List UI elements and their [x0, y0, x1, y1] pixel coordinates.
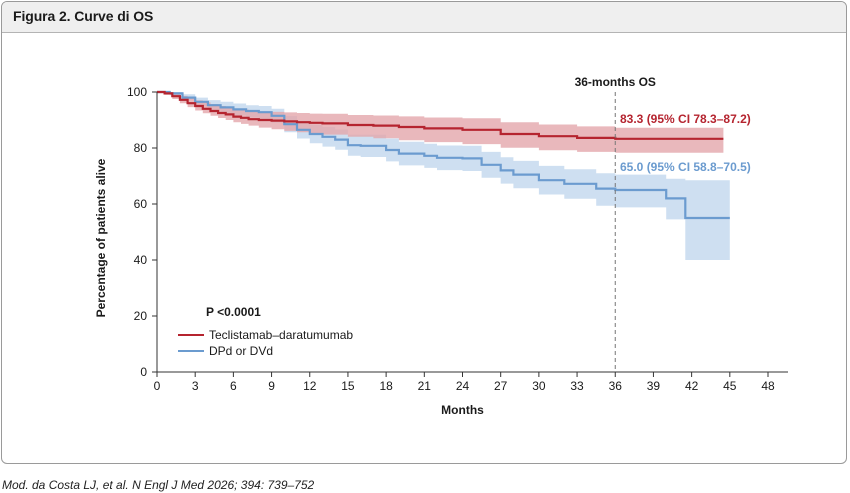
x-axis-label: Months [441, 403, 484, 417]
x-tick-label: 27 [494, 379, 508, 393]
x-tick-label: 21 [418, 379, 432, 393]
x-tick-label: 12 [303, 379, 317, 393]
chart-axes [156, 92, 788, 373]
y-tick-label: 20 [134, 309, 148, 323]
x-tick-label: 3 [192, 379, 199, 393]
figure-title: Figura 2. Curve di OS [2, 2, 846, 33]
x-tick-label: 39 [647, 379, 661, 393]
chart-legend: Teclistamab–daratumumab DPd or DVd [178, 328, 353, 358]
x-tick-label: 45 [723, 379, 737, 393]
x-tick-label: 18 [379, 379, 393, 393]
series-annotation-dpd-dvd: 65.0 (95% CI 58.8–70.5) [620, 160, 751, 174]
x-tick-label: 9 [268, 379, 275, 393]
x-tick-label: 36 [609, 379, 623, 393]
survival-curve-teclistamab [157, 90, 724, 140]
y-ticks: 0 20 40 60 80 100 [127, 85, 157, 379]
ci-band-dpd-dvd [157, 92, 730, 260]
legend-label-dpd-dvd: DPd or DVd [209, 344, 273, 358]
figure-caption: Mod. da Costa LJ, et al. N Engl J Med 20… [2, 478, 315, 492]
legend-label-teclistamab: Teclistamab–daratumumab [209, 328, 353, 342]
y-tick-label: 80 [134, 141, 148, 155]
x-tick-label: 24 [456, 379, 470, 393]
y-tick-label: 60 [134, 197, 148, 211]
survival-curves [157, 90, 730, 220]
reference-line-label: 36-months OS [575, 75, 656, 89]
os-chart: 0 3 6 9 12 15 18 21 24 27 30 33 36 39 42 45 48 020406080… [94, 75, 788, 417]
x-tick-label: 42 [685, 379, 699, 393]
x-tick-label: 15 [341, 379, 355, 393]
y-tick-label: 0 [140, 365, 147, 379]
x-tick-label: 48 [761, 379, 775, 393]
y-axis-label: Percentage of patients alive [94, 158, 108, 317]
survival-curve-dpd-dvd [157, 90, 730, 220]
figure-frame: Figura 2. Curve di OS [1, 1, 847, 464]
x-tick-label: 30 [532, 379, 546, 393]
x-tick-label: 6 [230, 379, 237, 393]
x-tick-label: 0 [154, 379, 161, 393]
p-value-label: P <0.0001 [206, 305, 261, 319]
y-tick-label: 40 [134, 253, 148, 267]
y-tick-label: 100 [127, 85, 147, 99]
x-tick-label: 33 [570, 379, 584, 393]
series-annotation-teclistamab: 83.3 (95% CI 78.3–87.2) [620, 112, 751, 126]
x-ticks: 0 3 6 9 12 15 18 21 24 27 30 33 36 39 42 45 48 [154, 372, 775, 393]
